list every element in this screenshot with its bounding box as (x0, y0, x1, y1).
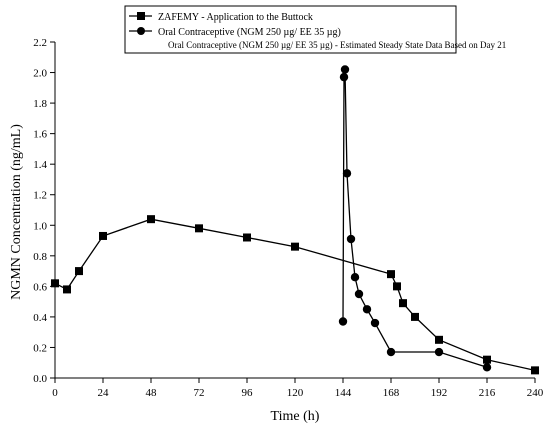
data-point-square (387, 270, 395, 279)
data-point-square (291, 242, 299, 251)
data-point-square (531, 366, 539, 375)
data-point-circle (350, 273, 360, 282)
legend-box (124, 5, 457, 54)
x-tick-label: 120 (287, 387, 304, 399)
series-layer (51, 65, 539, 375)
y-tick-label: 1.4 (33, 159, 47, 171)
data-point-circle (370, 318, 380, 328)
data-point-square (399, 299, 407, 308)
data-point-circle (354, 289, 364, 299)
x-tick-label: 168 (383, 387, 400, 399)
y-tick-label: 1.0 (33, 220, 47, 232)
legend: ZAFEMY - Application to the Buttock Oral… (124, 5, 506, 54)
x-tick-label: 48 (146, 387, 158, 399)
legend-oral-marker (137, 27, 145, 35)
y-tick-label: 1.2 (33, 190, 47, 202)
data-point-circle (342, 169, 352, 178)
x-tick-label: 0 (52, 387, 58, 399)
x-tick-label: 96 (242, 387, 254, 399)
data-point-square (435, 335, 443, 344)
x-tick-label: 72 (194, 387, 205, 399)
y-tick-label: 1.8 (33, 98, 47, 110)
y-tick-label: 0.0 (33, 373, 47, 385)
data-point-circle (346, 234, 356, 244)
data-point-square (99, 231, 107, 240)
data-point-square (63, 285, 71, 294)
data-point-square (75, 267, 83, 276)
legend-note-label: Oral Contraceptive (NGM 250 µg/ EE 35 µg… (168, 40, 506, 50)
data-point-square (243, 233, 251, 242)
x-ticks: 0 24 48 72 96 120 144 168 192 216 240 (52, 378, 544, 399)
data-point-circle (482, 363, 492, 372)
data-point-circle (338, 317, 348, 326)
y-tick-label: 0.6 (33, 281, 47, 293)
legend-zafemy-label: ZAFEMY - Application to the Buttock (158, 12, 313, 23)
x-tick-label: 216 (479, 387, 496, 399)
y-axis-title: NGMN Concentration (ng/mL) (9, 124, 24, 300)
data-point-circle (434, 347, 444, 357)
x-axis-title: Time (h) (271, 409, 320, 424)
y-tick-label: 2.0 (33, 68, 47, 80)
data-point-circle (340, 65, 350, 74)
data-point-circle (339, 72, 349, 82)
series-line (342, 69, 488, 368)
y-tick-label: 0.2 (33, 342, 47, 354)
series-0 (51, 215, 539, 375)
data-point-square (195, 224, 203, 233)
data-point-square (147, 215, 155, 224)
series-line (54, 218, 536, 372)
x-tick-label: 192 (431, 387, 448, 399)
y-tick-label: 0.8 (33, 251, 47, 263)
data-point-square (51, 279, 59, 288)
data-point-circle (362, 305, 372, 314)
y-tick-label: 1.6 (33, 129, 47, 141)
x-tick-label: 144 (335, 387, 352, 399)
data-point-square (393, 282, 401, 291)
x-tick-label: 24 (98, 387, 110, 399)
y-tick-label: 0.4 (33, 312, 47, 324)
data-point-circle (386, 347, 396, 357)
y-ticks: 0.0 0.2 0.4 0.6 0.8 1.0 1.2 1.4 1.6 1.8 2.0 2.2 (33, 37, 55, 385)
data-point-square (483, 355, 491, 364)
x-tick-label: 240 (527, 387, 544, 399)
data-point-square (411, 312, 419, 321)
legend-oral-label: Oral Contraceptive (NGM 250 µg/ EE 35 µg… (158, 27, 341, 38)
plot-frame (54, 42, 535, 379)
y-tick-label: 2.2 (33, 37, 47, 49)
legend-zafemy-marker (137, 12, 145, 20)
series-1 (338, 65, 492, 372)
